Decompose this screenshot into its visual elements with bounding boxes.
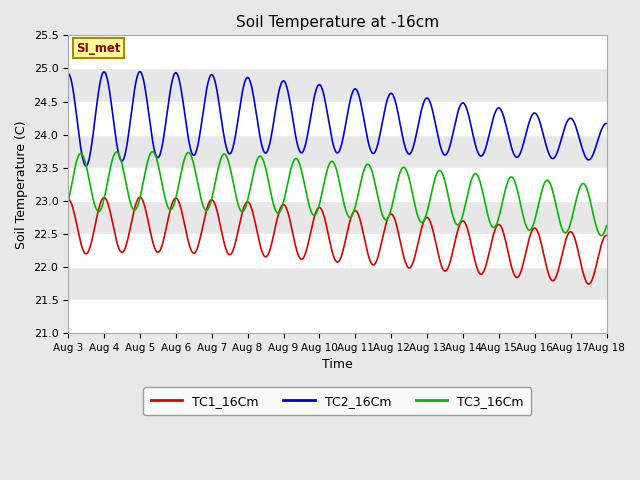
Bar <box>68 134 607 168</box>
Line: TC1_16Cm: TC1_16Cm <box>68 197 607 284</box>
TC2_16Cm <box>283 84 291 90</box>
TC3_16Cm <box>494 216 502 222</box>
TC2_16Cm <box>435 138 443 144</box>
TC1_16Cm <box>136 194 143 200</box>
Y-axis label: Soil Temperature (C): Soil Temperature (C) <box>15 120 28 249</box>
TC1_16Cm <box>283 205 291 211</box>
TC1_16Cm <box>435 252 442 258</box>
TC1_16Cm <box>119 249 127 255</box>
Bar <box>68 69 607 102</box>
TC2_16Cm <box>120 156 127 162</box>
Legend: TC1_16Cm, TC2_16Cm, TC3_16Cm: TC1_16Cm, TC2_16Cm, TC3_16Cm <box>143 387 531 415</box>
X-axis label: Time: Time <box>322 359 353 372</box>
TC1_16Cm <box>585 281 593 287</box>
TC2_16Cm <box>603 120 611 126</box>
TC2_16Cm <box>136 69 143 74</box>
TC3_16Cm <box>484 215 492 221</box>
TC2_16Cm <box>485 132 493 138</box>
TC3_16Cm <box>119 166 127 172</box>
TC2_16Cm <box>64 71 72 77</box>
Title: Soil Temperature at -16cm: Soil Temperature at -16cm <box>236 15 439 30</box>
TC1_16Cm <box>603 232 611 238</box>
Bar <box>68 267 607 300</box>
Text: SI_met: SI_met <box>76 42 121 55</box>
TC1_16Cm <box>302 249 310 255</box>
TC3_16Cm <box>603 223 611 228</box>
Bar <box>68 201 607 234</box>
TC3_16Cm <box>435 168 442 174</box>
TC2_16Cm <box>303 138 310 144</box>
TC1_16Cm <box>484 252 492 258</box>
TC3_16Cm <box>283 186 291 192</box>
TC1_16Cm <box>494 222 502 228</box>
TC1_16Cm <box>64 197 72 203</box>
TC3_16Cm <box>597 233 605 239</box>
TC3_16Cm <box>148 149 156 155</box>
TC2_16Cm <box>495 105 502 111</box>
Line: TC2_16Cm: TC2_16Cm <box>68 72 607 166</box>
TC2_16Cm <box>82 163 90 169</box>
TC3_16Cm <box>302 188 310 194</box>
TC3_16Cm <box>64 199 72 204</box>
Line: TC3_16Cm: TC3_16Cm <box>68 152 607 236</box>
